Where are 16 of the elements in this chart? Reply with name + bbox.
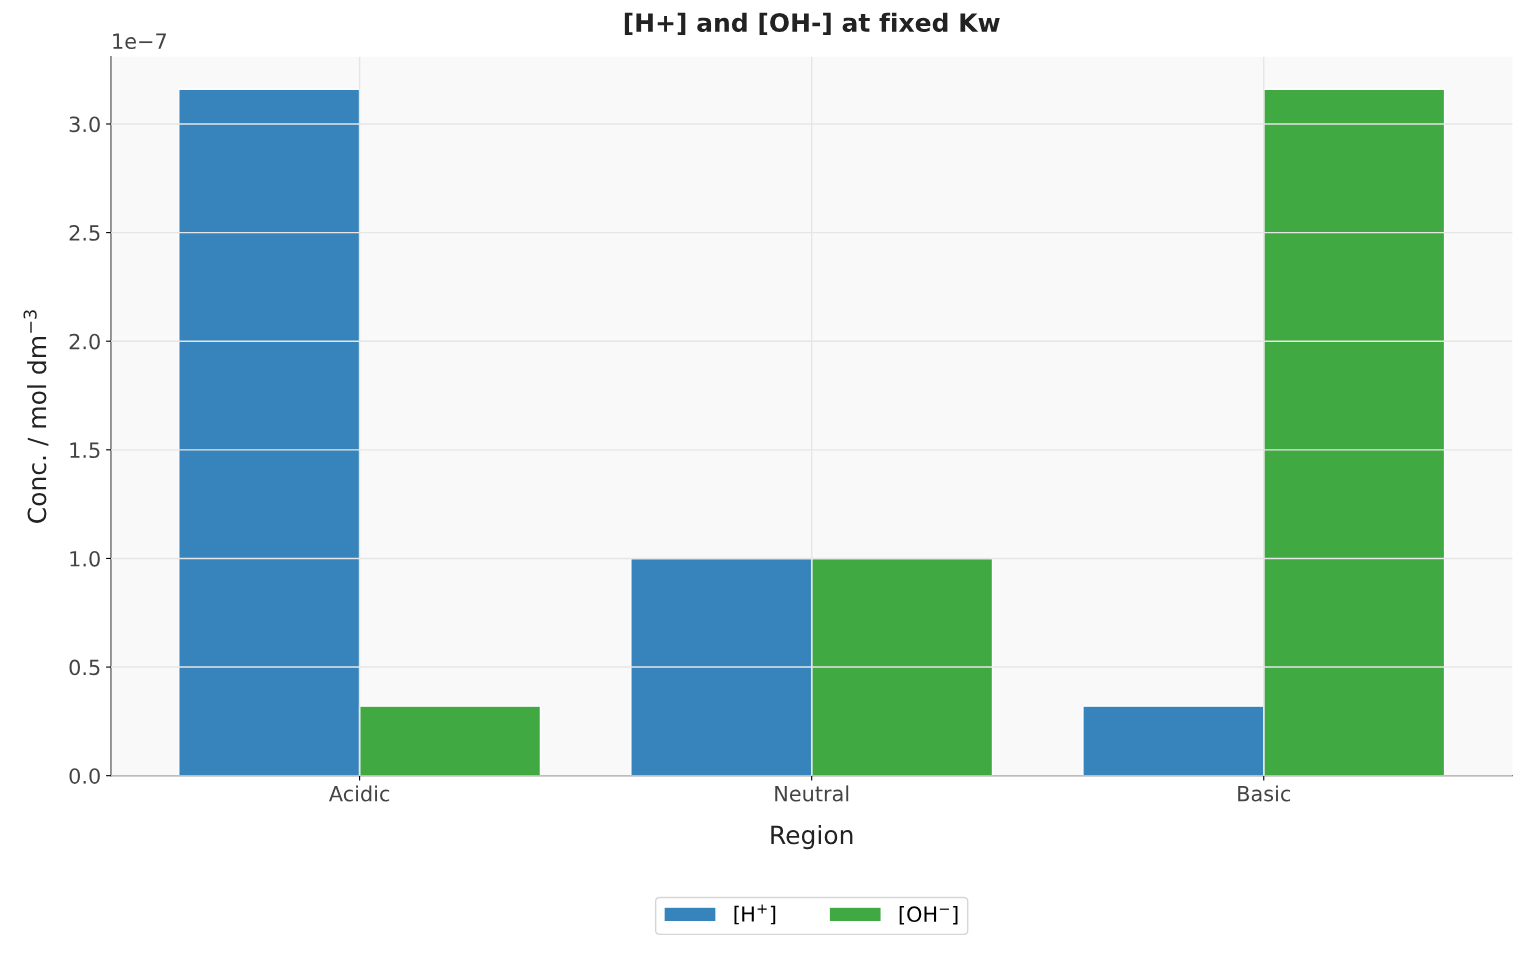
x-tick-label: Acidic	[328, 785, 390, 802]
y-tick-label: 1.5	[70, 442, 100, 459]
y-axis-title: Conc. / mol dm$^{−3}$	[23, 310, 49, 523]
y-tick-label: 0.5	[69, 659, 100, 676]
x-tick-label: Basic	[1238, 785, 1291, 802]
x-axis-title: Region	[771, 825, 853, 850]
legend-label: [H$^{+}$]	[734, 904, 776, 925]
legend-label: [OH$^{−}$]	[899, 905, 958, 925]
y-tick-label: 1.0	[70, 550, 100, 567]
chart-title: [H+] and [OH-] at fixed Kw	[624, 12, 1000, 35]
y-tick-label: 0.0	[69, 768, 100, 784]
y-tick-label: 2.0	[69, 333, 100, 350]
text: 1e−7	[113, 33, 166, 50]
y-tick-label: 3.0	[69, 116, 100, 133]
x-tick-label: Neutral	[775, 785, 849, 802]
y-tick-label: 2.5	[69, 225, 100, 241]
